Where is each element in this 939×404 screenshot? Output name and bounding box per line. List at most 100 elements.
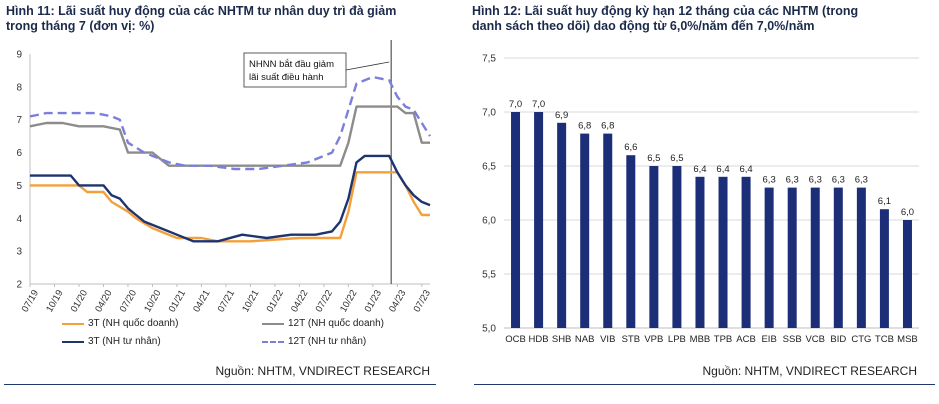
y-tick-label: 6,0 [482,216,496,227]
x-tick-label: 01/20 [69,288,90,314]
data-label: 6,3 [832,175,845,186]
bar [718,176,728,328]
category-label: SSB [783,334,802,345]
legend-label-3t-private: 3T (NH tư nhân) [88,336,161,347]
bar [626,155,636,328]
category-label: MBB [690,334,711,345]
data-label: 6,4 [739,164,752,175]
annotation-arrow [345,61,390,71]
series-line-3 [29,75,432,171]
data-label: 6,4 [716,164,729,175]
data-label: 7,0 [532,99,545,110]
category-label: ACB [736,334,756,345]
figure-11-bottom-rule [4,384,436,385]
legend-swatch-3t-private [62,340,84,343]
data-label: 6,8 [578,121,591,132]
bar [534,112,544,328]
x-tick-label: 04/22 [289,288,310,314]
annotation-line2: lãi suất điều hành [249,72,323,83]
data-label: 7,0 [509,99,522,110]
category-label: VPB [644,334,663,345]
bar [741,176,751,328]
data-label: 6,3 [809,175,822,186]
data-label: 6,6 [624,142,637,153]
figure-12-title: Hình 12: Lãi suất huy động kỳ hạn 12 thá… [472,4,858,34]
y-tick-label: 7,0 [482,108,496,119]
figure-12-source: Nguồn: NHTM, VNDIRECT RESEARCH [702,364,918,378]
bar [580,133,590,328]
category-label: VCB [805,334,825,345]
x-tick-label: 07/22 [314,288,335,314]
series-line-1 [29,105,430,167]
bar [833,187,843,328]
x-tick-label: 01/22 [265,288,286,314]
category-label: NAB [575,334,595,345]
x-tick-label: 01/21 [167,288,188,314]
data-label: 6,3 [855,175,868,186]
line-chart-legend: 3T (NH quốc doanh) 12T (NH quốc doanh) 3… [0,318,440,358]
y-tick-label: 8 [16,82,22,93]
category-label: MSB [897,334,918,345]
figure-11-source: Nguồn: NHTM, VNDIRECT RESEARCH [215,364,431,378]
x-tick-label: 10/20 [142,288,163,314]
series-line-0 [30,171,430,243]
y-tick-label: 6,5 [482,162,496,173]
legend-label-12t-state: 12T (NH quốc doanh) [288,318,384,329]
data-label: 6,3 [786,175,799,186]
annotation-callout: NHNN bắt đầu giảm lãi suất điều hành [243,52,390,88]
x-tick-label: 07/19 [20,288,41,314]
figure-11-title: Hình 11: Lãi suất huy động của các NHTM … [6,4,396,34]
y-tick-label: 6 [16,148,22,159]
x-tick-label: 04/21 [191,288,212,314]
data-label: 6,5 [670,153,683,164]
category-label: LPB [668,334,686,345]
legend-swatch-3t-state [62,322,84,325]
legend-swatch-12t-private [262,340,284,343]
x-tick-label: 04/23 [387,288,408,314]
bar [764,187,774,328]
bar [695,176,705,328]
bar [557,122,567,328]
legend-label-12t-private: 12T (NH tư nhân) [288,336,367,347]
bar [810,187,820,328]
legend-item-3t-private: 3T (NH tư nhân) [62,336,161,347]
x-tick-label: 10/21 [240,288,261,314]
category-label: TPB [714,334,732,345]
data-label: 6,0 [901,207,914,218]
category-label: SHB [552,334,572,345]
category-label: CTG [851,334,871,345]
bar [902,220,912,328]
y-tick-label: 9 [16,50,22,61]
category-label: EIB [761,334,776,345]
x-tick-label: 07/20 [118,288,139,314]
y-tick-label: 7 [16,115,22,126]
x-tick-label: 04/20 [93,288,114,314]
x-tick-label: 10/19 [44,288,65,314]
figure-12-title-line2: danh sách theo dõi) dao động từ 6,0%/năm… [472,19,815,33]
figure-12-title-line1: Hình 12: Lãi suất huy động kỳ hạn 12 thá… [472,4,859,18]
figure-11-title-line1: Hình 11: Lãi suất huy động của các NHTM … [6,4,397,18]
bar [511,112,521,328]
y-tick-label: 4 [16,214,22,225]
y-tick-label: 5,5 [482,270,496,281]
x-tick-label: 10/22 [338,288,359,314]
bar [672,166,682,328]
category-label: HDB [529,334,549,345]
category-label: STB [622,334,640,345]
y-tick-label: 7,5 [482,54,496,65]
figure-11-title-line2: trong tháng 7 (đơn vị: %) [6,19,155,33]
data-label: 6,5 [647,153,660,164]
bar-chart: 5,0 5,5 6,0 6,5 7,0 7,5 7,0 OCB 7,0 HDB 6,9 SHB 6,8 N… [482,54,919,345]
bar [649,166,659,328]
category-label: TCB [875,334,894,345]
data-label: 6,3 [763,175,776,186]
data-label: 6,8 [601,121,614,132]
legend-item-3t-state: 3T (NH quốc doanh) [62,318,178,329]
bar [603,133,613,328]
y-tick-label: 3 [16,247,22,258]
figure-11-panel: Hình 11: Lãi suất huy động của các NHTM … [0,0,440,404]
bar [787,187,797,328]
data-label: 6,9 [555,110,568,121]
category-label: OCB [505,334,526,345]
